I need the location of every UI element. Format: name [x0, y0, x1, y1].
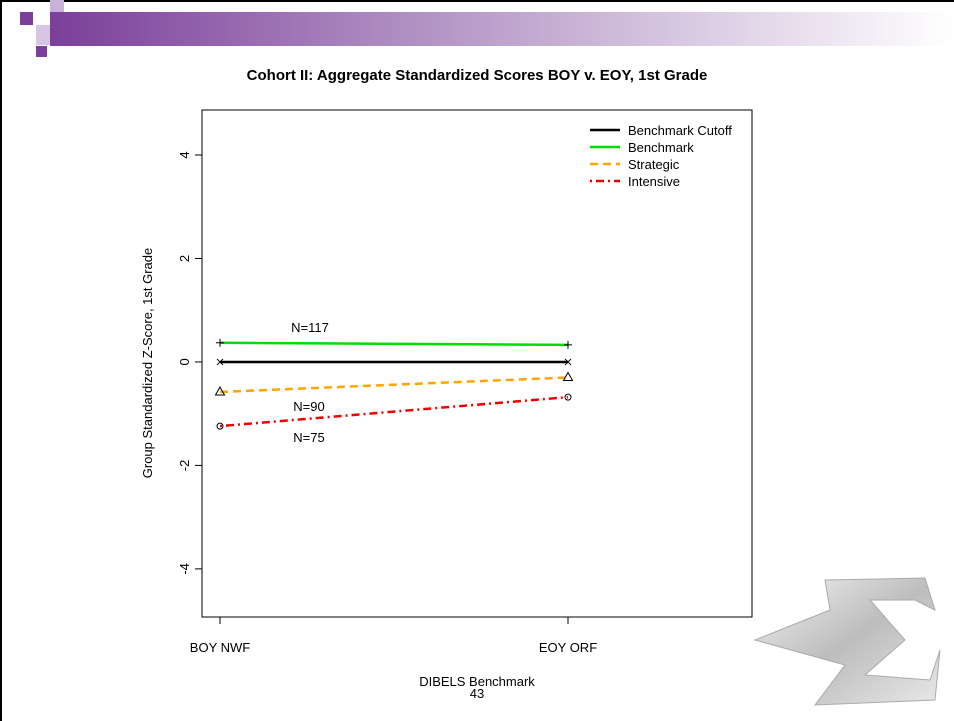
point [564, 340, 572, 349]
y-axis-label: Group Standardized Z-Score, 1st Grade [140, 248, 155, 479]
plot-frame [201, 109, 753, 618]
legend-label: Benchmark Cutoff [628, 123, 732, 138]
x-tick-label: BOY NWF [190, 640, 250, 655]
y-tick-label: -4 [177, 563, 192, 575]
series-line [219, 341, 569, 347]
annotation: N=117 [291, 320, 329, 335]
legend-label: Intensive [628, 174, 680, 189]
point [216, 338, 224, 347]
annotation: N=90 [293, 399, 324, 414]
y-tick-label: 4 [177, 151, 192, 158]
x-axis-label: DIBELS Benchmark [419, 674, 535, 689]
y-tick-label: 0 [177, 358, 192, 365]
point [216, 358, 224, 366]
chart-title: Cohort II: Aggregate Standardized Scores… [247, 67, 708, 84]
point [214, 385, 226, 396]
series-line [219, 395, 569, 428]
y-tick-label: 2 [177, 255, 192, 262]
page-number: 43 [470, 686, 484, 701]
legend-label: Benchmark [628, 140, 694, 155]
y-tick-label: -2 [177, 460, 192, 472]
chart-layer: -4 -2 0 2 4 BOY NWF EOY ORF Benchmark Cutoff Ben… [177, 123, 732, 655]
point [564, 393, 572, 401]
point [564, 358, 572, 366]
legend-label: Strategic [628, 157, 680, 172]
annotation: N=75 [293, 430, 324, 445]
point [216, 422, 224, 430]
x-tick-label: EOY ORF [539, 640, 597, 655]
series-line [219, 376, 569, 394]
point [562, 371, 574, 381]
